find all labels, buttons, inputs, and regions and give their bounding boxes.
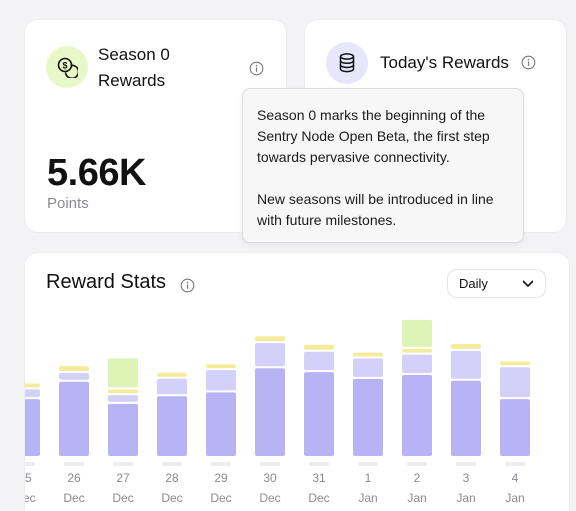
- x-tick-month: Dec: [112, 491, 133, 505]
- bar-segment-light: [353, 358, 383, 377]
- database-stack-icon: [326, 42, 368, 84]
- bar-segment-purple: [59, 381, 89, 456]
- period-select[interactable]: Daily: [447, 269, 546, 298]
- x-tick-day: 31: [312, 471, 326, 485]
- bar-segment-green: [402, 319, 432, 347]
- chevron-down-icon: [522, 276, 534, 291]
- season-info-tooltip: Season 0 marks the beginning of the Sent…: [242, 88, 524, 243]
- x-tick-day: 2: [414, 471, 421, 485]
- x-tick-month: Dec: [25, 491, 36, 505]
- x-tick-day: 29: [214, 471, 228, 485]
- bar-segment-purple: [500, 399, 530, 456]
- x-tick-month: Dec: [308, 491, 329, 505]
- x-tick-day: 3: [463, 471, 470, 485]
- x-tick-day: 26: [67, 471, 81, 485]
- x-tick-month: Jan: [456, 491, 475, 505]
- points-value: 5.66K: [47, 152, 146, 194]
- bar-baseline-marker: [113, 462, 133, 466]
- tooltip-paragraph-1: Season 0 marks the beginning of the Sent…: [257, 107, 490, 165]
- x-tick-day: 28: [165, 471, 179, 485]
- bar-segment-yellow: [59, 366, 89, 371]
- x-tick-month: Dec: [63, 491, 84, 505]
- period-select-value: Daily: [459, 276, 488, 291]
- bar-segment-yellow: [25, 383, 40, 388]
- x-tick-month: Dec: [259, 491, 280, 505]
- x-tick-month: Dec: [210, 491, 231, 505]
- todays-rewards-title: Today's Rewards: [380, 53, 509, 72]
- info-icon[interactable]: [521, 55, 536, 70]
- coins-icon: $: [46, 46, 88, 88]
- reward-stats-card: Reward Stats Daily 25Dec26Dec27Dec28Dec2…: [24, 252, 570, 511]
- info-icon[interactable]: [249, 61, 264, 76]
- x-tick-day: 1: [365, 471, 372, 485]
- bar-segment-purple: [157, 396, 187, 456]
- bar-segment-light: [108, 395, 138, 402]
- bar-segment-light: [304, 351, 334, 371]
- bar-segment-yellow: [255, 336, 285, 342]
- x-tick-day: 4: [512, 471, 519, 485]
- bar-baseline-marker: [407, 462, 427, 466]
- bar-segment-green: [108, 358, 138, 388]
- bar-segment-purple: [25, 399, 40, 456]
- bar-segment-yellow: [108, 389, 138, 394]
- bar-baseline-marker: [358, 462, 378, 466]
- x-tick-month: Dec: [161, 491, 182, 505]
- bar-segment-purple: [206, 392, 236, 456]
- bar-baseline-marker: [25, 462, 35, 466]
- bar-segment-purple: [304, 372, 334, 456]
- bar-segment-yellow: [353, 352, 383, 357]
- bar-segment-purple: [108, 403, 138, 456]
- bar-segment-light: [500, 367, 530, 398]
- bar-baseline-marker: [456, 462, 476, 466]
- x-tick-day: 27: [116, 471, 130, 485]
- bar-baseline-marker: [309, 462, 329, 466]
- points-label: Points: [47, 195, 89, 212]
- x-tick-month: Jan: [407, 491, 426, 505]
- bar-baseline-marker: [64, 462, 84, 466]
- bar-segment-light: [157, 378, 187, 395]
- season-rewards-title: Season 0 Rewards: [98, 45, 170, 90]
- bar-baseline-marker: [211, 462, 231, 466]
- svg-text:$: $: [62, 60, 67, 70]
- x-tick-day: 25: [25, 471, 32, 485]
- bar-segment-yellow: [157, 372, 187, 377]
- bar-segment-light: [206, 370, 236, 391]
- x-tick-month: Jan: [505, 491, 524, 505]
- bar-segment-purple: [255, 368, 285, 456]
- bar-segment-light: [25, 389, 40, 398]
- tooltip-paragraph-2: New seasons will be introduced in line w…: [257, 191, 494, 228]
- bar-segment-purple: [451, 380, 481, 456]
- reward-stats-title: Reward Stats: [46, 271, 167, 293]
- info-icon[interactable]: [180, 278, 195, 293]
- bar-segment-purple: [402, 375, 432, 456]
- bar-segment-yellow: [402, 348, 432, 353]
- bar-segment-yellow: [304, 344, 334, 350]
- bar-segment-light: [59, 373, 89, 380]
- bar-segment-yellow: [206, 364, 236, 369]
- x-tick-day: 30: [263, 471, 277, 485]
- bar-segment-light: [451, 350, 481, 379]
- bar-segment-yellow: [500, 361, 530, 366]
- bar-baseline-marker: [162, 462, 182, 466]
- bar-baseline-marker: [505, 462, 525, 466]
- bar-segment-purple: [353, 378, 383, 456]
- x-tick-month: Jan: [358, 491, 377, 505]
- bar-segment-yellow: [451, 344, 481, 349]
- bar-baseline-marker: [260, 462, 280, 466]
- reward-stats-chart: 25 Dec 26 Dec 27 Dec 28 Dec 29 Dec 30 Dec 31 Dec 1 Jan 2…: [25, 319, 530, 505]
- bar-segment-light: [255, 343, 285, 367]
- bar-segment-light: [402, 354, 432, 373]
